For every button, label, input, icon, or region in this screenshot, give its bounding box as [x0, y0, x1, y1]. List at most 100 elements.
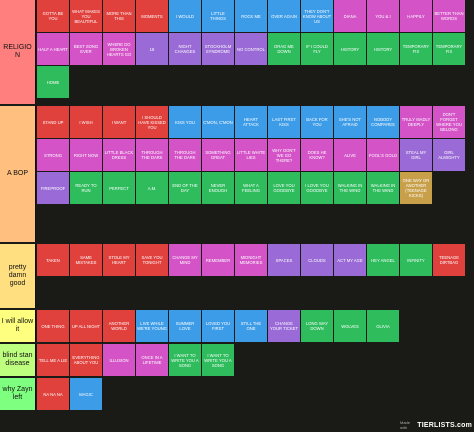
song-tile[interactable]: HAPPILY [400, 0, 432, 32]
song-tile[interactable]: MOMENTS [136, 0, 168, 32]
song-tile[interactable]: SAME MISTAKES [70, 244, 102, 276]
song-tile[interactable]: STOLE MY HEART [103, 244, 135, 276]
song-tile[interactable]: TAKEN [37, 244, 69, 276]
song-tile[interactable]: DIANA [334, 0, 366, 32]
song-tile[interactable]: RIGHT NOW [70, 139, 102, 171]
song-tile[interactable]: HISTORY [367, 33, 399, 65]
song-tile[interactable]: WHERE DO BROKEN HEARTS GO [103, 33, 135, 65]
song-tile[interactable]: 18 [136, 33, 168, 65]
song-tile[interactable]: I SHOULD HAVE KISSED YOU [136, 106, 168, 138]
song-tile[interactable]: MORE THAN THIS [103, 0, 135, 32]
song-tile[interactable]: REMEMBER [202, 244, 234, 276]
song-tile[interactable]: ACT MY AGE [334, 244, 366, 276]
song-tile[interactable]: PERFECT [103, 172, 135, 204]
song-tile[interactable]: OLIVIA [367, 310, 399, 342]
song-tile[interactable]: MIDNIGHT MEMORIES [235, 244, 267, 276]
song-tile[interactable]: I WANT [103, 106, 135, 138]
song-tile[interactable]: LAST FIRST KISS [268, 106, 300, 138]
song-tile[interactable]: TEENAGE DIRTBAG [433, 244, 465, 276]
song-tile[interactable]: STAND UP [37, 106, 69, 138]
song-tile[interactable]: INFINITY [400, 244, 432, 276]
song-tile[interactable]: I LOVE YOU GOODBYE [301, 172, 333, 204]
song-tile[interactable]: HOME [37, 66, 69, 98]
song-tile[interactable]: ALIVE [334, 139, 366, 171]
tier-label: blind stan disease [0, 344, 36, 376]
song-tile[interactable]: BETTER THAN WORDS [433, 0, 465, 32]
song-tile[interactable]: DRAG ME DOWN [268, 33, 300, 65]
song-tile[interactable]: I WISH [70, 106, 102, 138]
song-tile[interactable]: NA NA NA [37, 378, 69, 410]
song-tile[interactable]: TEMPORARY FIX [433, 33, 465, 65]
song-tile[interactable]: NO CONTROL [235, 33, 267, 65]
song-tile[interactable]: NEVER ENOUGH [202, 172, 234, 204]
song-tile[interactable]: LITTLE THINGS [202, 0, 234, 32]
song-tile[interactable]: I WANT TO WRITE YOU A SONG [202, 344, 234, 376]
song-tile[interactable]: FOOL'S GOLD [367, 139, 399, 171]
song-tile[interactable]: MAGIC [70, 378, 102, 410]
song-tile[interactable]: THEY DON'T KNOW ABOUT US [301, 0, 333, 32]
song-tile[interactable]: LOVED YOU FIRST [202, 310, 234, 342]
song-tile[interactable]: HALF A HEART [37, 33, 69, 65]
song-tile[interactable]: SPACES [268, 244, 300, 276]
song-tile[interactable]: READY TO RUN [70, 172, 102, 204]
song-tile[interactable]: NIGHT CHANGES [169, 33, 201, 65]
song-tile[interactable]: IF I COULD FLY [301, 33, 333, 65]
song-tile[interactable]: SAVE YOU TONIGHT [136, 244, 168, 276]
song-tile[interactable]: WALKING IN THE WIND [334, 172, 366, 204]
song-tile[interactable]: THROUGH THE DARK [136, 139, 168, 171]
song-tile[interactable]: END OF THE DAY [169, 172, 201, 204]
song-tile[interactable]: ONE THING [37, 310, 69, 342]
song-tile[interactable]: THROUGH THE DARK [169, 139, 201, 171]
song-tile[interactable]: GOTTA BE YOU [37, 0, 69, 32]
song-tile[interactable]: BACK FOR YOU [301, 106, 333, 138]
song-tile[interactable]: WOLVES [334, 310, 366, 342]
song-tile[interactable]: A.M. [136, 172, 168, 204]
song-tile[interactable]: SHE'S NOT AFRAID [334, 106, 366, 138]
song-tile[interactable]: DOES HE KNOW? [301, 139, 333, 171]
song-tile[interactable]: YOU & I [367, 0, 399, 32]
song-tile[interactable]: WHY DON'T WE GO THERE? [268, 139, 300, 171]
song-tile[interactable]: OVER AGAIN [268, 0, 300, 32]
song-tile[interactable]: SOMETHING GREAT [202, 139, 234, 171]
song-tile[interactable]: ILLUSION [103, 344, 135, 376]
song-tile[interactable]: UP ALL NIGHT [70, 310, 102, 342]
tier-row: RELIGION GOTTA BE YOU WHAT MAKES YOU BEAUT… [0, 0, 474, 104]
song-tile[interactable]: WHAT A FEELING [235, 172, 267, 204]
song-tile[interactable]: HISTORY [334, 33, 366, 65]
song-tile[interactable]: STILL THE ONE [235, 310, 267, 342]
song-tile[interactable]: BEST SONG EVER [70, 33, 102, 65]
song-tile[interactable]: ROCK ME [235, 0, 267, 32]
song-tile[interactable]: GIRL ALMIGHTY [433, 139, 465, 171]
song-tile[interactable]: C'MON, C'MON [202, 106, 234, 138]
song-tile[interactable]: STRONG [37, 139, 69, 171]
song-tile[interactable]: LONG WAY DOWN [301, 310, 333, 342]
song-tile[interactable]: ANOTHER WORLD [103, 310, 135, 342]
song-tile[interactable]: CLOUDS [301, 244, 333, 276]
song-tile[interactable]: DON'T FORGET WHERE YOU BELONG [433, 106, 465, 138]
song-tile[interactable]: FIREPROOF [37, 172, 69, 204]
song-tile[interactable]: I WOULD [169, 0, 201, 32]
song-tile[interactable]: ONCE IN A LIFETIME [136, 344, 168, 376]
song-tile[interactable]: LIVE WHILE WE'RE YOUNG [136, 310, 168, 342]
song-tile[interactable]: LOVE YOU GOODBYE [268, 172, 300, 204]
song-tile[interactable]: CHANGE YOUR TICKET [268, 310, 300, 342]
song-tile[interactable]: KISS YOU [169, 106, 201, 138]
song-tile[interactable]: NOBODY COMPARES [367, 106, 399, 138]
song-tile[interactable]: HEART ATTACK [235, 106, 267, 138]
song-tile[interactable]: CHANGE MY MIND [169, 244, 201, 276]
song-tile[interactable]: WHAT MAKES YOU BEAUTIFUL [70, 0, 102, 32]
song-tile[interactable]: TELL ME A LIE [37, 344, 69, 376]
song-tile[interactable]: STOCKHOLM SYNDROME [202, 33, 234, 65]
song-tile[interactable]: ONE WAY OR ANOTHER (TEENAGE KICKS) [400, 172, 432, 204]
song-tile[interactable]: LITTLE WHITE LIES [235, 139, 267, 171]
song-tile[interactable]: TRULY MADLY DEEPLY [400, 106, 432, 138]
tier-row: why Zayn left NA NA NA MAGIC [0, 378, 474, 410]
song-tile[interactable]: SUMMER LOVE [169, 310, 201, 342]
song-tile[interactable]: TEMPORARY FIX [400, 33, 432, 65]
song-tile[interactable]: LITTLE BLACK DRESS [103, 139, 135, 171]
song-tile[interactable]: STEAL MY GIRL [400, 139, 432, 171]
song-tile[interactable]: I WANT TO WRITE YOU A SONG [169, 344, 201, 376]
song-tile[interactable]: HEY ANGEL [367, 244, 399, 276]
song-tile[interactable]: EVERYTHING ABOUT YOU [70, 344, 102, 376]
song-tile[interactable]: WALKING IN THE WIND [367, 172, 399, 204]
